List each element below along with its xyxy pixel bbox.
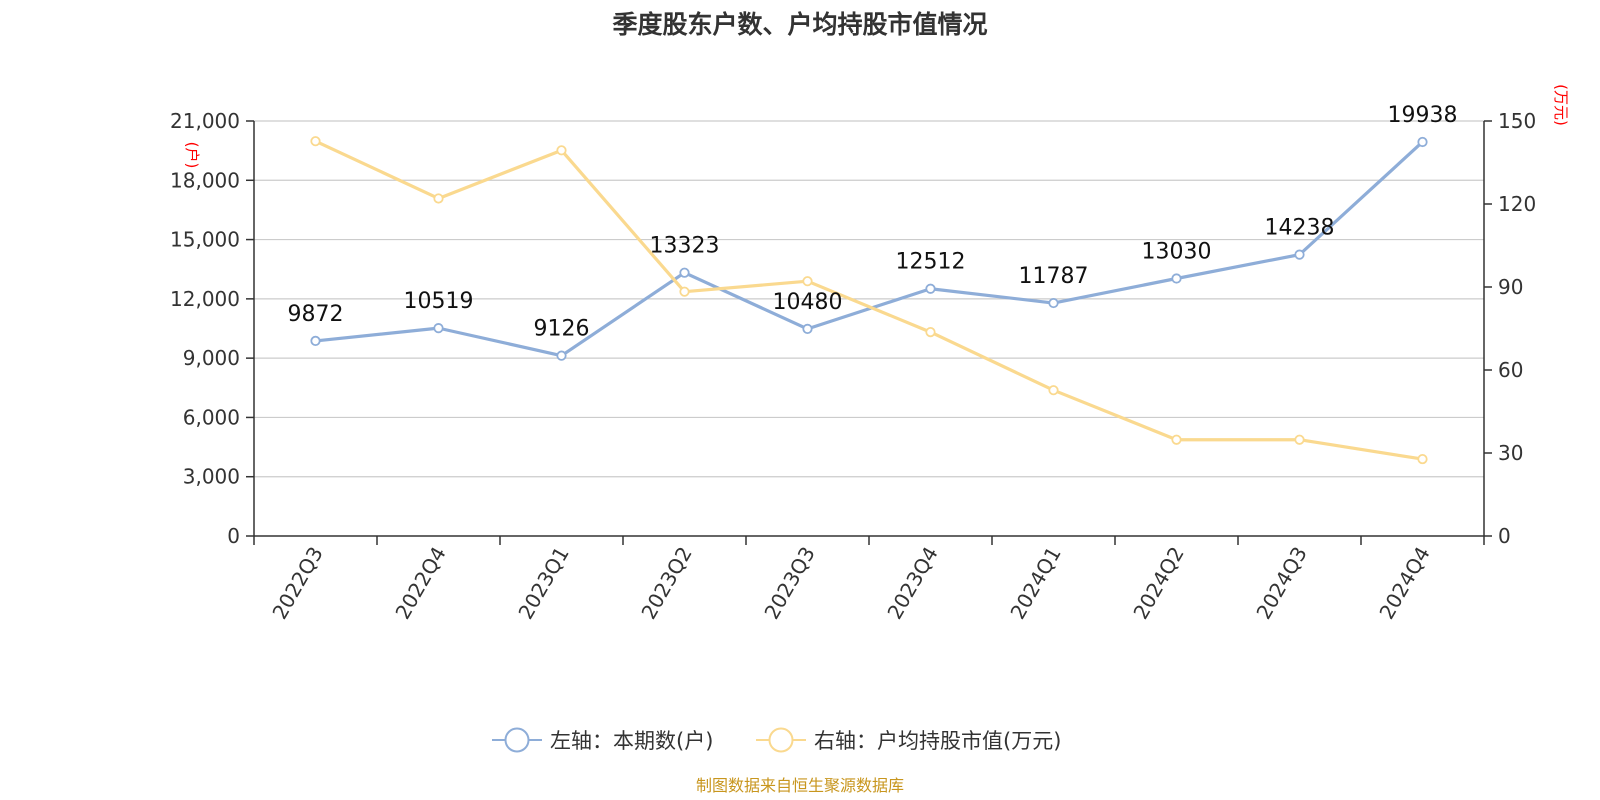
x-tick-label: 2024Q4 [1374, 543, 1434, 624]
data-label: 13323 [650, 234, 720, 259]
left-tick-label: 6,000 [183, 405, 240, 429]
axes: 0 3,000 6,000 9,000 12,000 15,000 18,000 21,000… [170, 109, 1536, 623]
series-2-point [925, 326, 936, 338]
data-label: 12512 [896, 250, 966, 275]
legend-marker-2 [768, 727, 794, 753]
legend-label-2: 右轴：户均持股市值(万元) [814, 729, 1061, 753]
chart-title: 季度股东户数、户均持股市值情况 [612, 10, 987, 39]
left-tick-label: 21,000 [170, 109, 240, 133]
data-label: 19938 [1388, 103, 1458, 128]
x-tick-label: 2024Q3 [1251, 543, 1311, 624]
series-2-point [1417, 453, 1428, 465]
data-labels: 9872 10519 9126 13323 10480 12512 11787 13030 14… [288, 103, 1458, 342]
gridlines [254, 120, 1484, 478]
x-tick-label: 2023Q4 [882, 543, 942, 624]
series-1-point [310, 335, 321, 347]
legend-label-1: 左轴：本期数(户) [550, 729, 713, 753]
data-label: 10480 [773, 290, 843, 315]
left-tick-label: 18,000 [170, 168, 240, 192]
x-tick-label: 2023Q2 [636, 543, 696, 624]
series-1-point [556, 350, 567, 361]
series-1-point [925, 283, 936, 294]
data-label: 13030 [1142, 240, 1212, 265]
series-1-point [1417, 136, 1428, 148]
series-1-point [1294, 249, 1305, 260]
series-2-point [802, 276, 813, 287]
series-2-point [556, 145, 567, 156]
left-tick-label: 12,000 [170, 287, 240, 311]
series-line-1 [315, 140, 1424, 358]
left-tick-label: 0 [227, 524, 240, 548]
series-1-point [802, 323, 813, 334]
x-tick-label: 2022Q3 [267, 543, 327, 624]
series-1-point [679, 267, 690, 278]
series-layer [310, 136, 1428, 465]
legend-marker-1 [504, 727, 530, 753]
data-label: 9126 [534, 317, 590, 342]
series-1-point [433, 323, 444, 334]
series-line-2 [314, 139, 1423, 461]
right-tick-label: 0 [1498, 524, 1511, 548]
left-axis-unit: (户) [183, 142, 201, 169]
series-2-point [1294, 434, 1305, 445]
series-2-point [1171, 434, 1182, 445]
series-1-point [1048, 297, 1059, 309]
x-tick-label: 2023Q3 [759, 543, 819, 624]
source-note: 制图数据来自恒生聚源数据库 [696, 776, 904, 795]
legend: 左轴：本期数(户) 右轴：户均持股市值(万元) [492, 727, 1061, 753]
data-label: 14238 [1265, 216, 1335, 241]
right-tick-label: 90 [1498, 275, 1523, 299]
data-label: 9872 [288, 302, 344, 327]
right-tick-label: 150 [1498, 109, 1536, 133]
right-axis-unit: (万元) [1552, 84, 1570, 126]
series-2-point [1048, 385, 1059, 396]
series-2-point [679, 286, 690, 297]
left-tick-label: 15,000 [170, 228, 240, 252]
right-tick-label: 120 [1498, 192, 1536, 216]
x-tick-label: 2022Q4 [390, 543, 450, 624]
x-tick-label: 2024Q2 [1128, 543, 1188, 624]
series-2-point [310, 136, 321, 147]
right-tick-label: 30 [1498, 441, 1523, 465]
series-2-point [433, 193, 444, 204]
x-tick-label: 2024Q1 [1005, 543, 1065, 624]
data-label: 11787 [1019, 264, 1089, 289]
x-tick-label: 2023Q1 [513, 543, 573, 624]
right-tick-label: 60 [1498, 358, 1523, 382]
left-tick-label: 3,000 [183, 465, 240, 489]
data-label: 10519 [404, 289, 474, 314]
left-tick-label: 9,000 [183, 346, 240, 370]
series-1-point [1171, 273, 1182, 284]
